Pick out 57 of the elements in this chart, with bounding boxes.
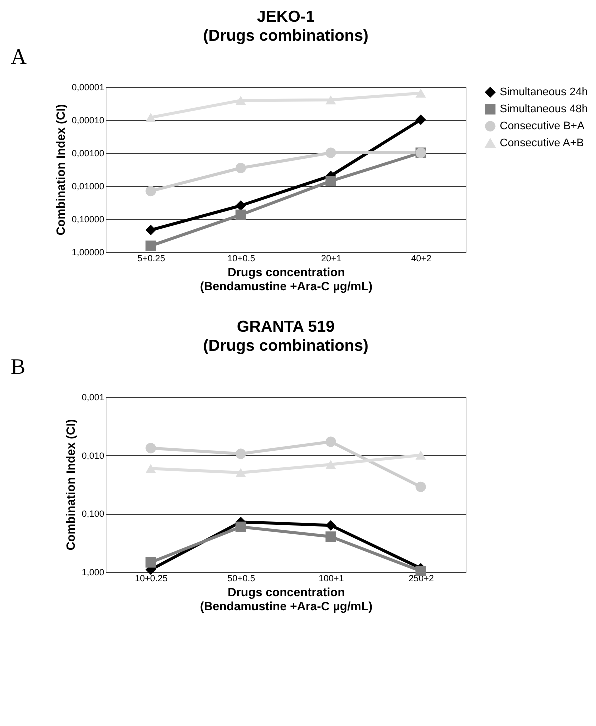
- x-tick-label: 100+1: [318, 574, 344, 584]
- point: [236, 522, 246, 532]
- legend-label: Consecutive A+B: [500, 138, 584, 150]
- y-axis-title: Combination Index (CI): [64, 419, 78, 551]
- point: [146, 557, 156, 568]
- chart-title: JEKO-1: [257, 9, 315, 26]
- legend-label: Simultaneous 48h: [500, 104, 588, 116]
- y-tick-label: 1,00000: [72, 248, 104, 258]
- x-axis-title: Drugs concentration (Bendamustine +Ara-C µg/mL): [200, 266, 373, 294]
- point: [146, 240, 156, 252]
- x-tick-label: 50+0.5: [228, 574, 256, 584]
- chart-subtitle: (Drugs combinations): [203, 338, 369, 355]
- point: [416, 88, 426, 98]
- x-tick-label: 40+2: [411, 254, 432, 264]
- y-tick-label: 1,000: [82, 568, 104, 578]
- x-axis-title: Drugs concentration (Bendamustine +Ara-C µg/mL): [200, 586, 373, 614]
- y-tick-label: 0,00100: [72, 148, 104, 158]
- point: [416, 482, 426, 492]
- x-tick-label: 5+0.25: [138, 254, 166, 264]
- point: [326, 532, 336, 542]
- y-tick-label: 0,100: [82, 509, 104, 520]
- point: [236, 163, 246, 174]
- x-tick-label: 10+0.5: [228, 254, 256, 264]
- point: [416, 450, 426, 460]
- point: [146, 443, 156, 454]
- text: B: [11, 354, 26, 379]
- point: [326, 520, 336, 531]
- point: [146, 186, 156, 197]
- x-tick-label: 250+2: [408, 574, 434, 584]
- chart-subtitle: (Drugs combinations): [203, 28, 369, 45]
- point: [236, 448, 246, 460]
- legend-label: Consecutive B+A: [500, 120, 586, 132]
- point: [326, 460, 336, 470]
- y-axis-title: Combination Index (CI): [54, 104, 68, 236]
- point: [146, 113, 156, 122]
- y-tick-label: 0,00010: [72, 116, 104, 126]
- point: [236, 468, 246, 478]
- point: [416, 114, 426, 126]
- point: [146, 464, 156, 474]
- x-tick-label: 20+1: [321, 254, 342, 264]
- point: [146, 225, 156, 236]
- point: [326, 148, 336, 158]
- x-tick-label: 10+0.25: [135, 574, 168, 584]
- point: [236, 200, 246, 212]
- point: [236, 210, 246, 220]
- y-tick-label: 0,00001: [72, 82, 104, 92]
- y-tick-label: 0,001: [82, 392, 104, 402]
- point: [326, 96, 336, 105]
- legend-label: Simultaneous 24h: [500, 86, 588, 98]
- y-tick-label: 0,01000: [72, 182, 104, 192]
- point: [326, 176, 336, 187]
- chart-title: GRANTA 519: [237, 319, 335, 336]
- point: [236, 96, 246, 106]
- text: A: [11, 44, 27, 69]
- y-tick-label: 0,10000: [72, 214, 104, 224]
- point: [326, 436, 336, 448]
- y-tick-label: 0,010: [82, 450, 104, 461]
